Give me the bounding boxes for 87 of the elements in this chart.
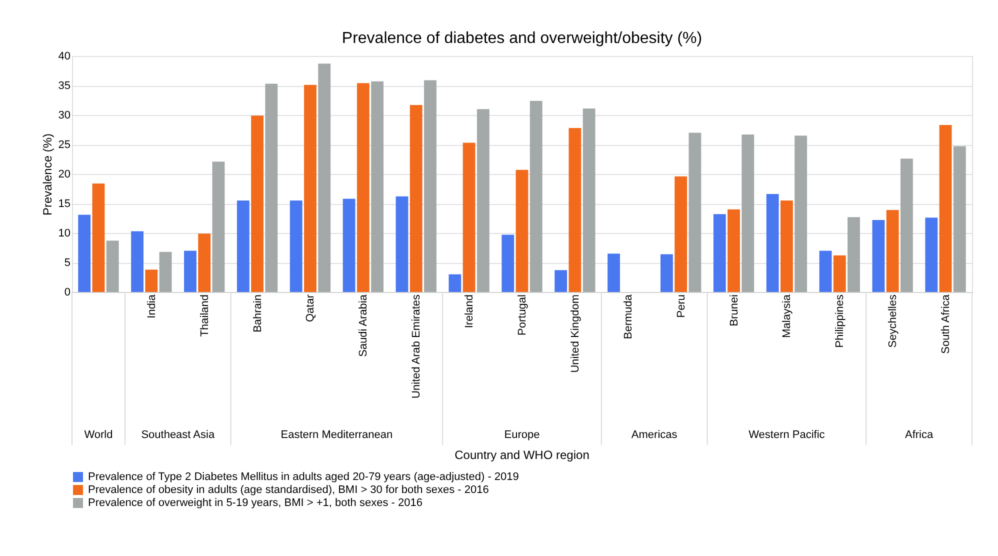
bar xyxy=(530,100,542,292)
bar xyxy=(582,108,596,292)
bar xyxy=(462,142,476,292)
x-tick-label: Peru xyxy=(675,294,688,318)
text: Southeast Asia xyxy=(141,429,216,441)
x-tick-label: Thailand xyxy=(198,294,211,337)
bar xyxy=(78,214,91,292)
bar xyxy=(265,84,278,292)
y-tick-label: 5 xyxy=(64,257,70,269)
y-tick-label: 0 xyxy=(64,286,70,298)
bar xyxy=(939,125,952,292)
bar xyxy=(688,132,702,292)
bar xyxy=(713,214,726,292)
x-tick-label: South Africa xyxy=(940,294,952,354)
bar xyxy=(304,84,316,292)
x-tick-label: Malaysia xyxy=(781,294,794,338)
text: Eastern Mediterranean xyxy=(280,429,393,441)
x-tick-label: India xyxy=(146,294,158,318)
bar xyxy=(780,200,793,292)
bar xyxy=(568,128,582,292)
x-tick-label: Brunei xyxy=(728,294,740,326)
x-tick-label: Saudi Arabia xyxy=(358,294,370,357)
y-tick-label: 30 xyxy=(58,110,70,122)
y-tick-label: 15 xyxy=(58,198,70,210)
bar xyxy=(953,146,966,292)
x-tick-label: Portugal xyxy=(516,294,528,336)
bar xyxy=(476,109,490,292)
y-tick-label: 20 xyxy=(58,168,70,180)
bar xyxy=(794,136,808,292)
bar xyxy=(318,64,331,292)
text: Europe xyxy=(504,429,540,441)
x-tick-label: Bermuda xyxy=(622,294,634,340)
bar xyxy=(833,255,846,292)
bar xyxy=(212,162,225,292)
bar xyxy=(236,200,250,292)
bar xyxy=(502,234,514,292)
bar xyxy=(728,209,740,292)
bar xyxy=(184,250,196,292)
legend-label: Prevalence of obesity in adults (age standardised), BMI > 30 for both sexes - 2016 xyxy=(88,484,489,496)
y-axis-title: Prevalence (%) xyxy=(40,133,54,216)
legend-label: Prevalence of Type 2 Diabetes Mellitus in adults aged 20-79 years (age-adjusted) - 2019 xyxy=(88,471,519,483)
bar xyxy=(819,250,832,292)
x-tick-label: United Kingdom xyxy=(569,294,582,373)
bar xyxy=(92,183,105,292)
bar xyxy=(448,274,462,292)
bar xyxy=(356,83,370,292)
bar xyxy=(159,252,172,292)
bar xyxy=(872,220,885,292)
text: Africa xyxy=(904,429,934,441)
bar xyxy=(371,81,384,292)
x-tick-label: Ireland xyxy=(464,294,476,328)
bar xyxy=(131,231,144,292)
bar xyxy=(396,196,408,292)
y-tick-label: 40 xyxy=(58,50,70,62)
bar xyxy=(766,194,779,292)
x-tick-label: Bahrain xyxy=(252,294,264,332)
bar xyxy=(554,270,568,292)
x-tick-label: Philippines xyxy=(834,294,846,348)
bar xyxy=(516,170,528,292)
bar xyxy=(925,218,938,292)
x-tick-label: United Arab Emirates xyxy=(410,294,423,398)
bar xyxy=(742,134,754,292)
bar xyxy=(608,254,620,292)
bar xyxy=(145,270,158,292)
x-tick-label: Qatar xyxy=(304,294,317,322)
text: Western Pacific xyxy=(748,429,826,441)
text: World xyxy=(84,429,113,441)
y-tick-label: 25 xyxy=(58,139,70,151)
bar xyxy=(410,104,422,292)
bar xyxy=(886,210,899,292)
legend-label: Prevalence of overweight in 5-19 years, BMI > +1, both sexes - 2016 xyxy=(88,497,422,509)
bar xyxy=(660,254,673,292)
text: Americas xyxy=(631,429,678,441)
y-tick-label: 10 xyxy=(58,228,70,240)
bar xyxy=(342,198,356,292)
chart-title: Prevalence of diabetes and overweight/obesity (%) xyxy=(342,30,702,47)
bar xyxy=(251,116,264,292)
bar xyxy=(848,217,860,292)
bar xyxy=(290,200,302,292)
bar xyxy=(674,176,688,292)
bar xyxy=(900,158,913,292)
text: Country and WHO region xyxy=(454,448,590,462)
y-tick-label: 35 xyxy=(58,80,70,92)
bar xyxy=(106,240,119,292)
bar xyxy=(198,234,211,292)
x-tick-label: Seychelles xyxy=(887,294,900,348)
bar xyxy=(424,80,436,292)
